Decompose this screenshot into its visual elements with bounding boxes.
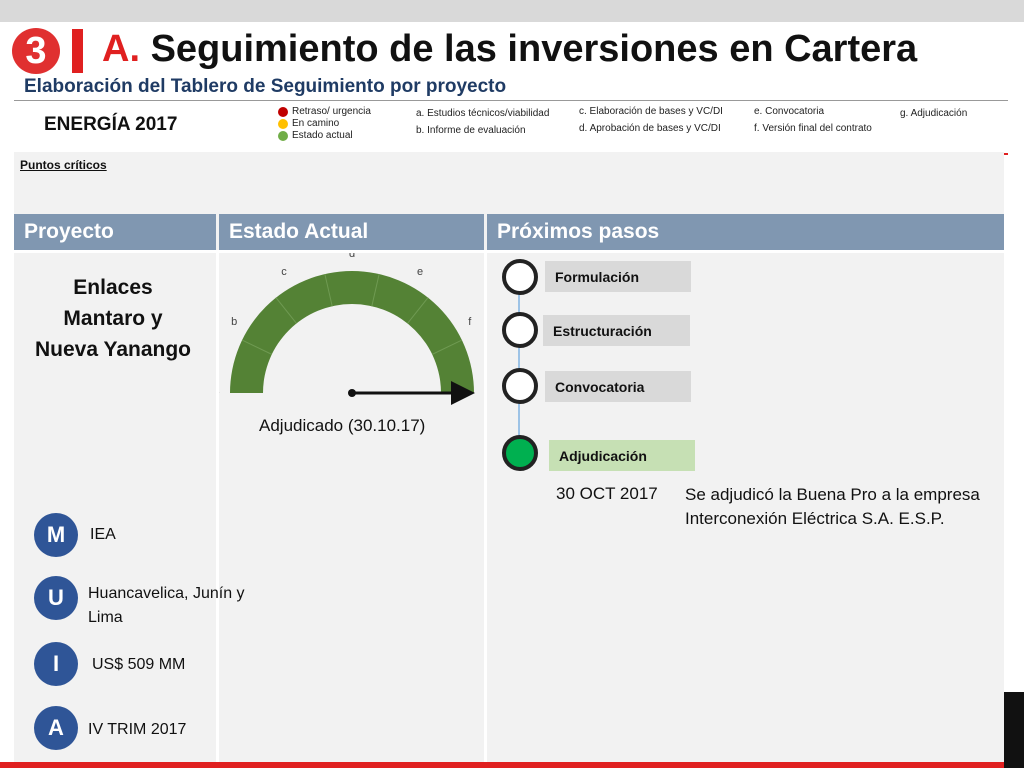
page-title: A. Seguimiento de las inversiones en Car… — [102, 28, 917, 71]
gauge-label: d — [349, 253, 355, 260]
gauge-segment-divider — [275, 297, 297, 324]
step-call: Convocatoria — [545, 371, 691, 402]
top-strip — [0, 0, 1024, 22]
column-header-next-steps: Próximos pasos — [487, 214, 1004, 250]
gauge-label: e — [417, 266, 423, 278]
title-accent-bar — [72, 29, 83, 73]
column-header-project: Proyecto — [14, 214, 216, 250]
critical-points-label: Puntos críticos — [20, 158, 107, 172]
step-circle-icon — [502, 259, 538, 295]
corner-block — [1004, 692, 1024, 768]
column-divider — [216, 250, 219, 764]
legend-step-e: e. Convocatoria — [754, 106, 825, 117]
legend-label: Retraso/ urgencia — [292, 106, 371, 117]
timeline-connector — [518, 400, 520, 438]
legend-item-on-track: En camino — [278, 118, 339, 129]
timeline-connector — [518, 290, 520, 316]
badge-m: M — [34, 513, 78, 557]
gauge-label: f — [468, 316, 472, 328]
gauge-segment-divider — [407, 297, 429, 324]
step-structuring: Estructuración — [543, 315, 690, 346]
legend-step-c: c. Elaboración de bases y VC/DI — [579, 106, 723, 117]
legend-step-a: a. Estudios técnicos/viabilidad — [416, 108, 550, 119]
title-letter: A. — [102, 28, 140, 70]
gauge-segment-divider — [324, 273, 333, 307]
gauge-label: c — [281, 266, 287, 278]
project-name-line: Nueva Yanango — [34, 338, 191, 361]
badge-i: I — [34, 642, 78, 686]
badge-u: U — [34, 576, 78, 620]
gauge-label: b — [231, 316, 237, 328]
step-formulation: Formulación — [545, 261, 691, 292]
gauge-label: a — [219, 384, 220, 396]
red-dot-icon — [278, 106, 288, 117]
detail-text: IEA — [90, 526, 116, 543]
step-circle-done-icon — [502, 435, 538, 471]
gauge-segment-divider — [371, 273, 380, 307]
legend-step-f: f. Versión final del contrato — [754, 123, 872, 134]
gauge-caption: Adjudicado (30.10.17) — [259, 416, 426, 435]
legend-step-d: d. Aprobación de bases y VC/DI — [579, 123, 721, 134]
section-number-badge: 3 — [12, 28, 60, 74]
green-dot-icon — [278, 130, 288, 141]
award-date: 30 OCT 2017 — [556, 484, 658, 503]
yellow-dot-icon — [278, 118, 288, 129]
title-text: Seguimiento de las inversiones en Carter… — [150, 28, 918, 70]
detail-text: Huancavelica, Junín y Lima — [88, 585, 245, 626]
detail-text: IV TRIM 2017 — [88, 721, 187, 738]
progress-gauge: abcdefg — [219, 253, 475, 405]
detail-text: US$ 509 MM — [92, 656, 186, 673]
gauge-arc — [230, 271, 474, 393]
timeline-connector — [518, 344, 520, 372]
legend-label: En camino — [292, 118, 340, 129]
gauge-segment-divider — [431, 339, 463, 355]
project-name-line: Enlaces — [73, 276, 153, 299]
page-subtitle: Elaboración del Tablero de Seguimiento p… — [24, 76, 507, 97]
legend-label: Estado actual — [292, 130, 353, 141]
legend-item-current: Estado actual — [278, 130, 353, 141]
project-name-line: Mantaro y — [63, 307, 163, 330]
sector-label: ENERGÍA 2017 — [44, 114, 178, 135]
header-divider — [14, 250, 1004, 253]
badge-a: A — [34, 706, 78, 750]
legend-step-g: g. Adjudicación — [900, 108, 968, 119]
step-award: Adjudicación — [549, 440, 695, 471]
bottom-accent-line — [0, 762, 1024, 768]
column-divider — [484, 250, 487, 764]
award-description: Se adjudicó la Buena Pro a la empresa In… — [685, 485, 980, 528]
step-circle-icon — [502, 312, 538, 348]
step-circle-icon — [502, 368, 538, 404]
legend-item-delay: Retraso/ urgencia — [278, 106, 371, 117]
project-name: Enlaces Mantaro y Nueva Yanango — [18, 272, 208, 365]
column-header-status: Estado Actual — [219, 214, 484, 250]
legend-step-b: b. Informe de evaluación — [416, 125, 526, 136]
gauge-segment-divider — [241, 339, 273, 355]
